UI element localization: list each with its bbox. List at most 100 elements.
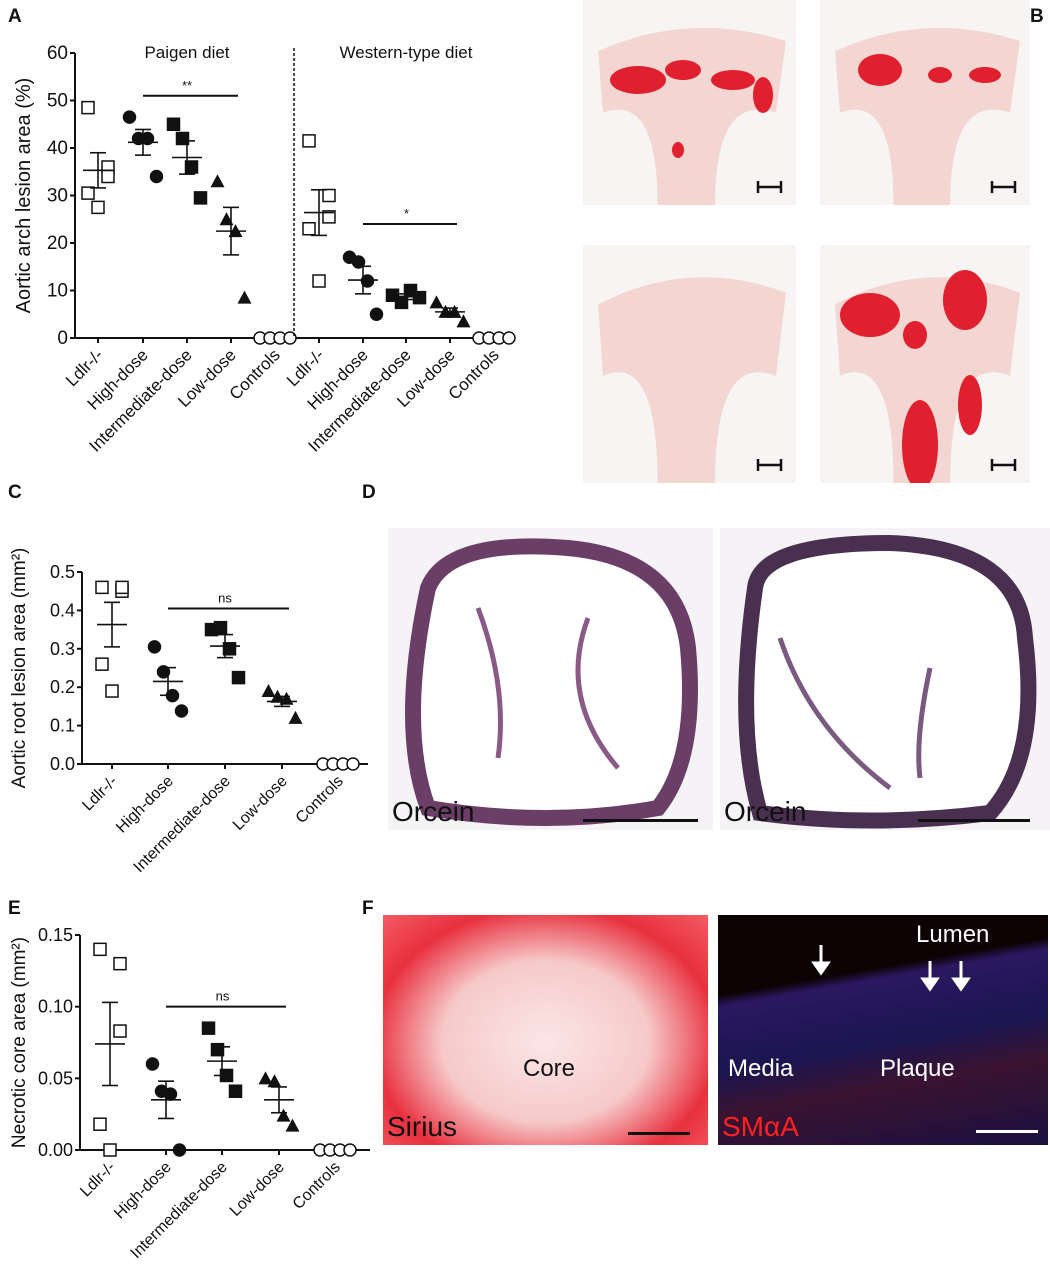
significance-label: **: [182, 78, 192, 93]
lesion-stain: [943, 270, 987, 330]
data-point-open-circle: [343, 1143, 357, 1157]
lesion-stain: [711, 70, 755, 90]
data-point-open-square: [95, 580, 109, 595]
data-point-open-square: [302, 134, 316, 148]
panel-label-f: F: [362, 898, 374, 919]
data-point-filled-triangle: [258, 1071, 273, 1085]
lesion-stain: [902, 400, 938, 483]
y-axis-label: Aortic arch lesion area (%): [13, 78, 35, 314]
data-point-filled-triangle: [429, 295, 444, 309]
y-tick-label: 0.4: [50, 600, 75, 620]
y-tick-label: 0.05: [38, 1068, 73, 1088]
lesion-stain: [753, 77, 773, 113]
plaque-label: Plaque: [880, 1055, 955, 1082]
y-tick-label: 50: [47, 91, 68, 112]
y-tick-label: 30: [47, 186, 68, 207]
data-point-filled-square: [231, 670, 246, 685]
data-point-filled-circle: [122, 110, 137, 124]
data-point-filled-triangle: [456, 314, 471, 328]
significance-label: *: [404, 206, 409, 221]
y-tick-label: 0.5: [50, 562, 75, 582]
y-axis-label: Necrotic core area (mm²): [9, 937, 30, 1148]
data-point-open-square: [312, 274, 326, 288]
core-label: Core: [523, 1055, 576, 1082]
data-point-filled-square: [184, 160, 199, 174]
data-point-filled-triangle: [219, 212, 234, 226]
data-point-open-square: [302, 222, 316, 236]
data-point-filled-square: [412, 290, 427, 305]
scale-bar: [628, 1132, 690, 1135]
data-point-filled-circle: [172, 1143, 187, 1157]
y-tick-label: 20: [47, 233, 68, 254]
scale-bar: [976, 1130, 1038, 1133]
panel-label-c: C: [8, 482, 22, 503]
smooth-muscle-actin-fluorescence: Lumen Media Plaque SMαA: [718, 915, 1048, 1145]
panel-label-b: B: [1030, 6, 1044, 27]
y-tick-label: 0.10: [38, 997, 73, 1017]
sirius-red-section: Core Sirius: [383, 915, 708, 1145]
significance-label: ns: [218, 590, 232, 605]
lesion-stain: [665, 60, 701, 80]
data-point-filled-triangle: [276, 1108, 291, 1122]
y-tick-label: 60: [47, 43, 68, 64]
lesion-stain: [858, 54, 902, 86]
data-point-filled-triangle: [267, 1074, 282, 1088]
aortic-arch-photo-1: [583, 0, 796, 205]
orcein-section-right: Orcein: [720, 528, 1050, 830]
lumen-label: Lumen: [916, 921, 990, 948]
lesion-stain: [969, 67, 1001, 83]
y-tick-label: 0.00: [38, 1140, 73, 1160]
panel-label-a: A: [8, 6, 22, 27]
data-point-filled-circle: [149, 169, 164, 184]
x-tick-label: Intermediate-dose: [128, 1159, 231, 1262]
aortic-arch-photo-3: [583, 245, 796, 483]
data-point-filled-circle: [174, 704, 189, 718]
stain-label-orcein-right: Orcein: [724, 796, 807, 827]
orcein-section-left: Orcein: [388, 528, 713, 830]
aortic-arch-photo-4: [820, 245, 1030, 483]
lesion-stain: [672, 142, 684, 158]
data-point-open-square: [115, 580, 129, 595]
stain-label-orcein-left: Orcein: [392, 796, 475, 827]
data-point-open-square: [105, 684, 119, 698]
data-point-open-square: [91, 200, 105, 215]
data-point-filled-circle: [156, 665, 171, 679]
data-point-filled-triangle: [261, 684, 276, 698]
arrow-icons: [811, 945, 971, 992]
data-point-open-square: [93, 942, 107, 957]
data-point-open-square: [113, 1024, 127, 1038]
y-tick-label: 0.0: [50, 754, 75, 774]
data-point-open-circle: [502, 331, 516, 345]
chart-e: 0.00 0.05 0.10 0.15 Necrotic core area (mm²)…: [9, 925, 370, 1262]
lesion-stain: [903, 321, 927, 349]
data-point-open-circle: [346, 757, 360, 771]
y-tick-label: 10: [47, 281, 68, 302]
media-label: Media: [728, 1055, 794, 1082]
data-point-open-square: [322, 210, 336, 224]
data-point-filled-circle: [147, 640, 162, 654]
data-point-filled-triangle: [210, 174, 225, 188]
data-point-open-square: [103, 1143, 117, 1157]
data-point-filled-triangle: [288, 710, 303, 724]
lesion-stain: [928, 67, 952, 83]
data-point-open-square: [81, 186, 95, 200]
lesion-stain: [958, 375, 982, 435]
data-point-filled-triangle: [237, 290, 252, 304]
data-point-open-square: [81, 100, 95, 115]
data-point-open-square: [93, 1117, 107, 1131]
data-point-filled-square: [213, 620, 228, 635]
lesion-stain: [840, 293, 900, 337]
x-tick-label: Ldlr-/-: [77, 1159, 119, 1201]
y-tick-label: 0.1: [50, 716, 75, 736]
chart-a: 0 10 20 30 40 50 60 Aortic arch lesion area (%)…: [13, 43, 516, 456]
lesion-stain: [610, 66, 666, 94]
data-point-filled-circle: [369, 307, 384, 321]
group-title-paigen: Paigen diet: [144, 43, 229, 62]
stain-label-sirius: Sirius: [387, 1111, 458, 1142]
y-tick-label: 0.2: [50, 677, 75, 697]
stain-label-smaa: SMαA: [722, 1111, 799, 1142]
data-point-filled-square: [193, 191, 208, 205]
y-tick-label: 0.3: [50, 639, 75, 659]
y-tick-label: 0.15: [38, 925, 73, 945]
data-point-filled-circle: [145, 1057, 160, 1071]
